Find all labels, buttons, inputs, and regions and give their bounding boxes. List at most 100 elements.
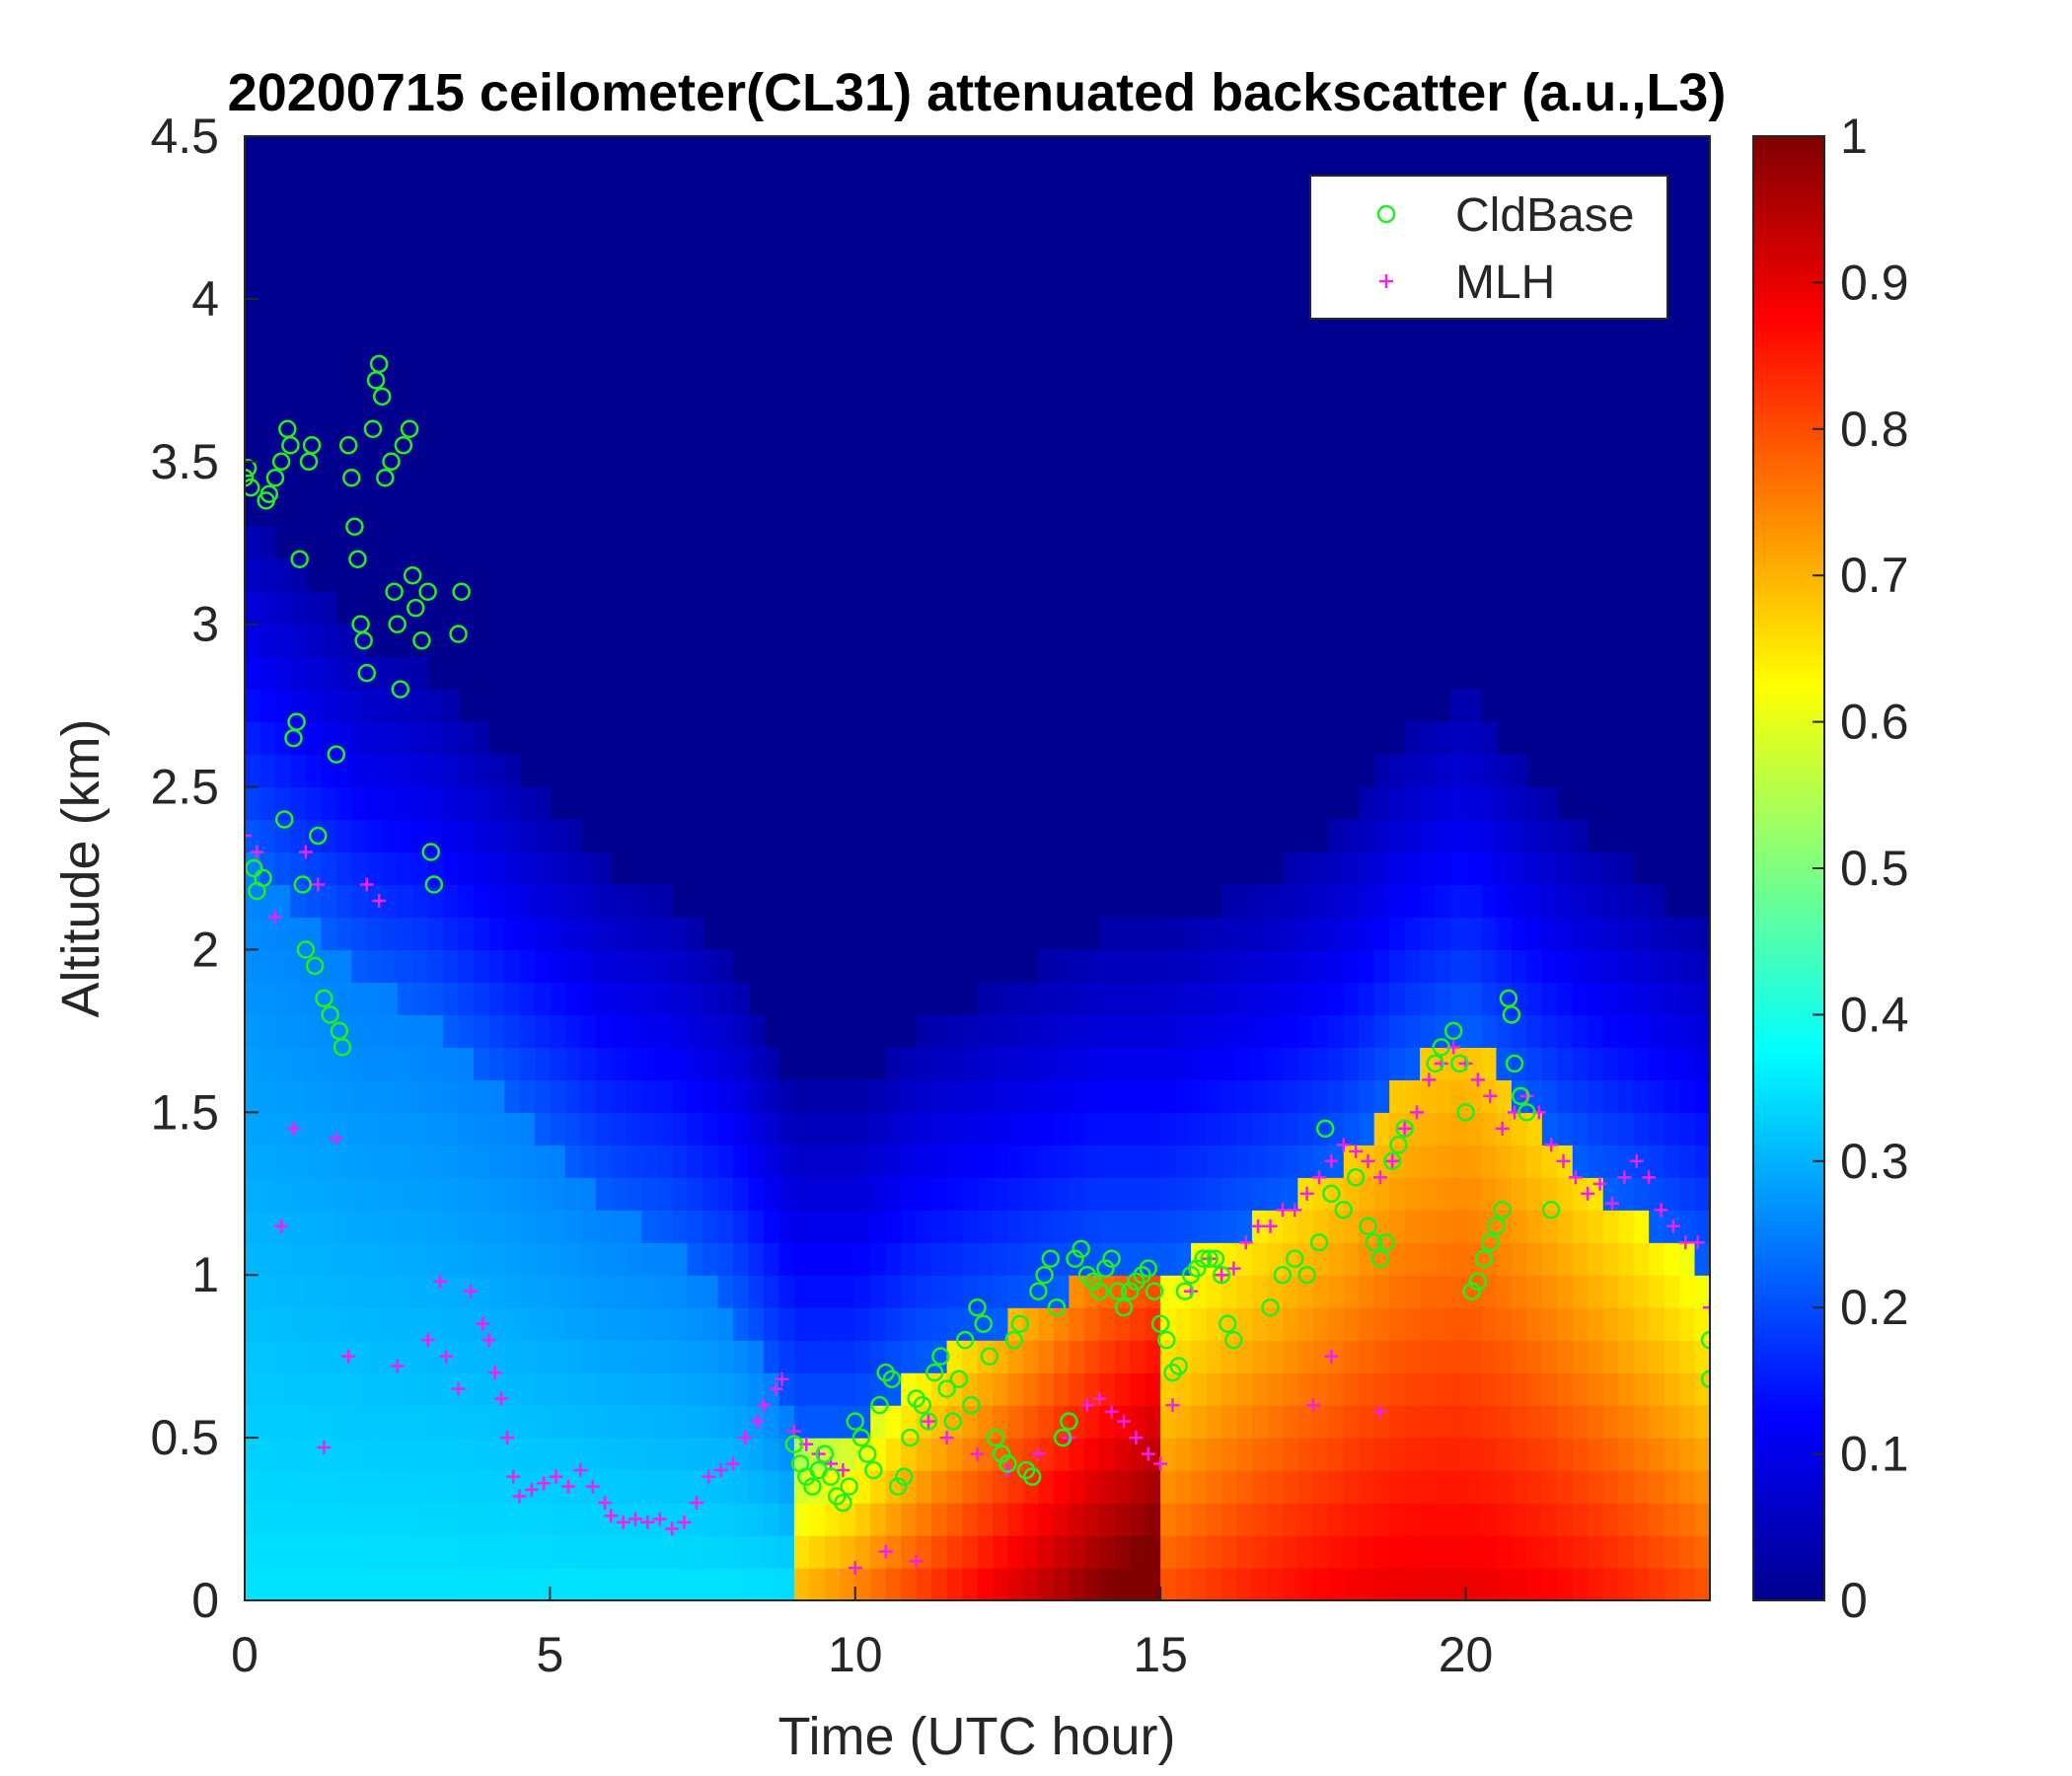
heatmap-cell bbox=[977, 1535, 994, 1569]
heatmap-cell bbox=[748, 1145, 765, 1178]
heatmap-cell bbox=[1404, 1438, 1421, 1471]
heatmap-cell bbox=[274, 721, 292, 756]
heatmap-cell bbox=[1282, 1047, 1298, 1080]
heatmap-cell bbox=[1359, 819, 1375, 853]
heatmap-cell bbox=[931, 1079, 948, 1113]
heatmap-cell bbox=[1618, 884, 1635, 919]
heatmap-cell bbox=[1251, 1307, 1269, 1341]
heatmap-cell bbox=[1038, 1405, 1055, 1439]
heatmap-cell bbox=[687, 1145, 703, 1178]
heatmap-cell bbox=[351, 1470, 368, 1504]
heatmap-cell bbox=[672, 982, 689, 1015]
heatmap-cell bbox=[717, 1307, 734, 1341]
mlh-point bbox=[1092, 1391, 1107, 1406]
heatmap-cell bbox=[626, 1372, 642, 1406]
mlh-point bbox=[1422, 1073, 1437, 1087]
heatmap-cell bbox=[611, 1438, 628, 1471]
heatmap-cell bbox=[1541, 819, 1558, 853]
heatmap-cell bbox=[1664, 1112, 1680, 1146]
heatmap-cell bbox=[488, 754, 505, 788]
y-tick-label: 3.5 bbox=[150, 434, 219, 489]
heatmap-cell bbox=[1130, 1047, 1147, 1080]
heatmap-cell bbox=[656, 1307, 673, 1341]
heatmap-cell bbox=[335, 1405, 352, 1439]
heatmap-cell bbox=[382, 1047, 399, 1080]
heatmap-cell bbox=[1618, 1210, 1635, 1243]
heatmap-cell bbox=[1083, 1047, 1100, 1080]
heatmap-cell bbox=[1435, 754, 1451, 788]
mlh-point bbox=[317, 1441, 332, 1455]
heatmap-cell bbox=[687, 1470, 703, 1504]
heatmap-cell bbox=[1679, 1145, 1696, 1178]
heatmap-cell bbox=[1557, 851, 1574, 886]
heatmap-cell bbox=[992, 1210, 1009, 1243]
heatmap-cell bbox=[1480, 1503, 1498, 1536]
heatmap-cell bbox=[1557, 1210, 1574, 1243]
heatmap-cell bbox=[778, 1340, 795, 1373]
heatmap-cell bbox=[626, 884, 642, 919]
heatmap-cell bbox=[977, 1112, 994, 1146]
heatmap-cell bbox=[854, 1372, 871, 1406]
heatmap-cell bbox=[1114, 1014, 1131, 1048]
heatmap-cell bbox=[1465, 819, 1482, 853]
heatmap-cell bbox=[595, 851, 612, 886]
heatmap-cell bbox=[443, 884, 460, 919]
heatmap-cell bbox=[977, 982, 994, 1015]
heatmap-cell bbox=[946, 1242, 963, 1276]
heatmap-cell bbox=[1114, 1112, 1131, 1146]
heatmap-cell bbox=[1083, 1145, 1100, 1178]
heatmap-cell bbox=[1328, 819, 1345, 853]
heatmap-cell bbox=[1343, 1372, 1360, 1406]
cldbase-point bbox=[1150, 1314, 1170, 1333]
y-tick-label: 0 bbox=[191, 1573, 219, 1628]
mlh-point bbox=[726, 1456, 740, 1471]
heatmap-cell bbox=[870, 1210, 887, 1243]
heatmap-cell bbox=[611, 1405, 628, 1439]
heatmap-cell bbox=[1251, 1535, 1269, 1569]
heatmap-cell bbox=[1099, 1079, 1116, 1113]
heatmap-cell bbox=[1618, 1438, 1635, 1471]
heatmap-cell bbox=[1649, 1210, 1665, 1243]
heatmap-cell bbox=[1312, 917, 1329, 951]
heatmap-cell bbox=[488, 819, 505, 853]
heatmap-cell bbox=[458, 1079, 475, 1113]
heatmap-cell bbox=[305, 1568, 322, 1600]
heatmap-cell bbox=[885, 1372, 902, 1406]
heatmap-cell bbox=[564, 1340, 581, 1373]
heatmap-cell bbox=[274, 1568, 292, 1600]
heatmap-cell bbox=[1282, 982, 1298, 1015]
heatmap-cell bbox=[1175, 1307, 1192, 1341]
heatmap-cell bbox=[1557, 1014, 1574, 1048]
heatmap-cell bbox=[366, 1568, 383, 1600]
heatmap-cell bbox=[1069, 1470, 1085, 1504]
heatmap-cell bbox=[1282, 1535, 1298, 1569]
heatmap-cell bbox=[550, 884, 566, 919]
heatmap-cell bbox=[1359, 1405, 1375, 1439]
heatmap-cell bbox=[564, 1112, 581, 1146]
heatmap-cell bbox=[397, 982, 413, 1015]
heatmap-cell bbox=[687, 1405, 703, 1439]
heatmap-cell bbox=[1572, 1503, 1589, 1536]
heatmap-cell bbox=[840, 1438, 856, 1471]
heatmap-cell bbox=[1236, 1535, 1253, 1569]
heatmap-cell bbox=[1373, 1177, 1390, 1211]
cldbase-point bbox=[1029, 1282, 1048, 1300]
heatmap-cell bbox=[1312, 1503, 1329, 1536]
heatmap-cell bbox=[992, 1340, 1009, 1373]
heatmap-cell bbox=[1694, 1079, 1710, 1113]
heatmap-cell bbox=[1083, 1014, 1100, 1048]
heatmap-cell bbox=[366, 1242, 383, 1276]
heatmap-cell bbox=[1541, 949, 1558, 984]
heatmap-cell bbox=[1694, 1047, 1710, 1080]
heatmap-cell bbox=[1511, 1535, 1527, 1569]
heatmap-cell bbox=[412, 1014, 429, 1048]
heatmap-cell bbox=[1496, 949, 1513, 984]
heatmap-cell bbox=[1236, 1210, 1253, 1243]
heatmap-cell bbox=[382, 1275, 399, 1308]
heatmap-cell bbox=[595, 1503, 612, 1536]
mlh-point bbox=[1141, 1446, 1155, 1461]
heatmap-cell bbox=[1679, 1340, 1696, 1373]
heatmap-cell bbox=[1633, 884, 1650, 919]
heatmap-cell bbox=[474, 1275, 490, 1308]
heatmap-cell bbox=[717, 1145, 734, 1178]
